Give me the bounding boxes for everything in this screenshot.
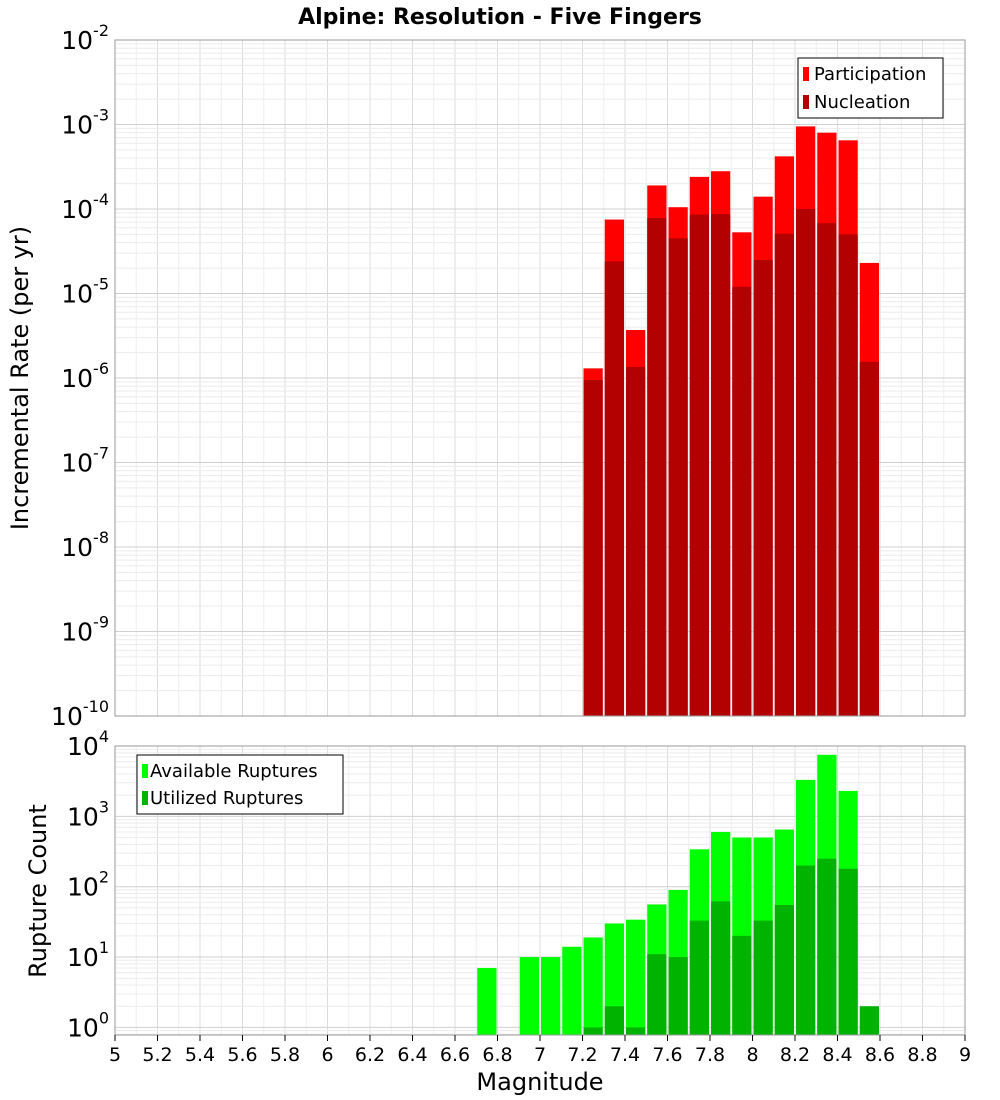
bottom-bar-utilized-ruptures [647, 954, 667, 1035]
x-tick-label: 7.8 [695, 1044, 725, 1066]
top-bar-nucleation [583, 379, 603, 716]
top-y-axis-label: Incremental Rate (per yr) [6, 226, 34, 530]
x-tick-label: 9 [959, 1044, 971, 1066]
x-tick-label: 8.8 [907, 1044, 937, 1066]
top-bar-nucleation [647, 218, 667, 716]
bottom-bar-utilized-ruptures [774, 904, 794, 1035]
bottom-legend: Available Ruptures Utilized Ruptures [136, 754, 344, 815]
top-y-tick-label: 10-3 [61, 106, 109, 140]
x-tick-label: 5.4 [185, 1044, 215, 1066]
top-bar-nucleation [604, 261, 624, 716]
chart-title: Alpine: Resolution - Five Fingers [298, 5, 702, 30]
top-bar-nucleation [796, 209, 816, 716]
bottom-bar-utilized-ruptures [626, 1027, 646, 1035]
top-bar-nucleation [859, 361, 879, 716]
legend-label-available: Available Ruptures [150, 761, 318, 782]
x-tick-label: 7.2 [567, 1044, 597, 1066]
x-tick-label: 6 [321, 1044, 333, 1066]
x-tick-label: 6.8 [482, 1044, 512, 1066]
top-panel: 10-10 10-9 10-8 10-7 10-6 10-5 10-4 10-3 10-2 In… [6, 21, 966, 731]
bottom-bar-utilized-ruptures [732, 935, 752, 1035]
legend-swatch-utilized [142, 791, 148, 805]
top-y-tick-label: 10-2 [61, 21, 109, 55]
top-legend: Participation Nucleation [797, 57, 944, 119]
legend-swatch-available [142, 764, 148, 778]
bottom-panel: 100 101 102 103 104 5 5.2 5.4 5.6 5.8 6 6.2 6.4 6.6 6… [24, 727, 971, 1096]
x-tick-label: 5.2 [142, 1044, 172, 1066]
x-tick-label: 6.6 [440, 1044, 470, 1066]
bottom-bar-available-ruptures [519, 957, 539, 1035]
bottom-bar-utilized-ruptures [796, 865, 816, 1035]
x-tick-label: 8 [746, 1044, 758, 1066]
top-y-tick-label: 10-4 [61, 190, 109, 224]
bottom-bar-utilized-ruptures [604, 1006, 624, 1035]
x-tick-label: 5.8 [270, 1044, 300, 1066]
x-tick-label: 6.2 [355, 1044, 385, 1066]
top-y-tick-label: 10-5 [61, 275, 109, 309]
top-bar-nucleation [753, 259, 773, 716]
x-axis-label: Magnitude [476, 1068, 603, 1096]
top-bar-nucleation [711, 214, 731, 716]
bottom-bar-utilized-ruptures [583, 1027, 603, 1035]
top-y-tick-label: 10-9 [61, 613, 109, 647]
top-bar-nucleation [668, 238, 688, 717]
x-tick-label: 5 [109, 1044, 121, 1066]
x-tick-label: 6.4 [397, 1044, 427, 1066]
x-tick-label: 7.4 [610, 1044, 640, 1066]
top-bar-nucleation [689, 214, 709, 716]
x-tick-label: 5.6 [227, 1044, 257, 1066]
legend-label-nucleation: Nucleation [814, 92, 910, 113]
legend-swatch-participation [803, 67, 809, 81]
top-bar-nucleation [732, 286, 752, 716]
bottom-bar-available-ruptures [562, 946, 582, 1035]
x-tick-label: 8.6 [865, 1044, 895, 1066]
top-bar-nucleation [774, 233, 794, 716]
bottom-bar-utilized-ruptures [817, 858, 837, 1035]
legend-label-utilized: Utilized Ruptures [150, 788, 303, 809]
bottom-y-tick-label: 101 [67, 938, 109, 972]
bottom-bar-utilized-ruptures [859, 1006, 879, 1035]
bottom-bar-utilized-ruptures [711, 901, 731, 1035]
top-y-tick-label: 10-10 [51, 697, 109, 731]
bottom-y-tick-label: 102 [67, 868, 109, 902]
x-tick-label: 8.4 [822, 1044, 852, 1066]
top-bar-nucleation [817, 223, 837, 716]
bottom-y-tick-label: 104 [67, 727, 109, 761]
bottom-bar-available-ruptures [626, 919, 646, 1035]
bottom-bar-utilized-ruptures [689, 920, 709, 1035]
top-bar-nucleation [838, 234, 858, 717]
bottom-bar-available-ruptures [541, 957, 561, 1035]
x-tick-label: 7.6 [652, 1044, 682, 1066]
bottom-y-axis-label: Rupture Count [24, 804, 52, 978]
legend-swatch-nucleation [803, 95, 809, 109]
bottom-bar-utilized-ruptures [668, 957, 688, 1035]
legend-label-participation: Participation [814, 64, 926, 85]
bottom-bar-available-ruptures [477, 967, 497, 1035]
top-y-tick-label: 10-7 [61, 444, 109, 478]
x-tick-label: 7 [534, 1044, 546, 1066]
x-tick-label: 8.2 [780, 1044, 810, 1066]
top-y-tick-label: 10-8 [61, 528, 109, 562]
bottom-y-tick-label: 100 [67, 1008, 109, 1042]
bottom-y-tick-label: 103 [67, 797, 109, 831]
bottom-bar-utilized-ruptures [838, 868, 858, 1035]
top-y-tick-label: 10-6 [61, 359, 109, 393]
bottom-bar-available-ruptures [583, 937, 603, 1035]
bottom-bar-utilized-ruptures [753, 920, 773, 1035]
top-bar-nucleation [626, 366, 646, 716]
